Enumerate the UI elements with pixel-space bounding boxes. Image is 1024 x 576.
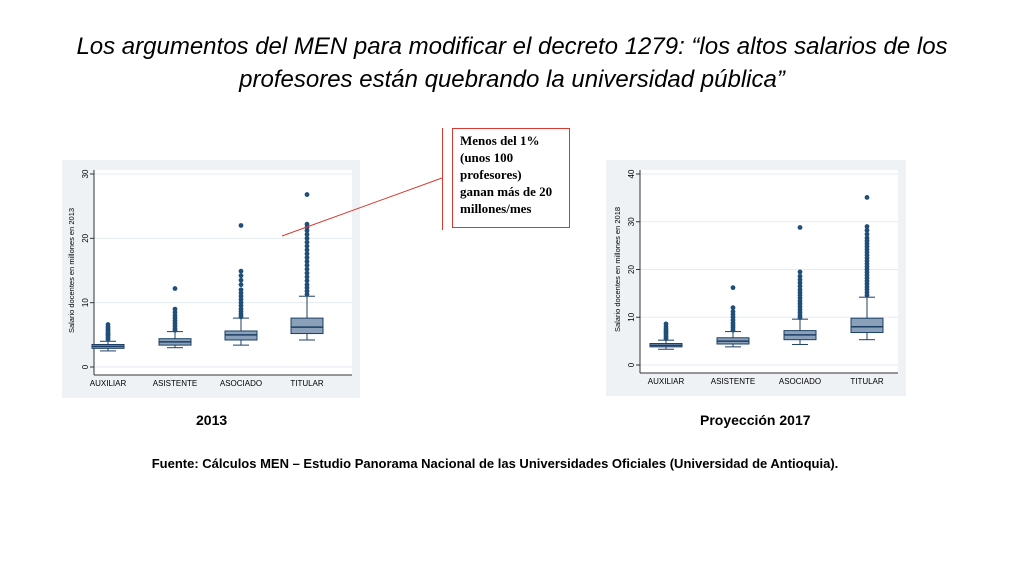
chart-caption-2017: Proyección 2017 xyxy=(700,412,811,428)
y-tick-label: 0 xyxy=(81,364,90,369)
outlier-point xyxy=(797,273,803,279)
x-tick-label: TITULAR xyxy=(850,377,884,386)
outlier-point xyxy=(238,223,244,228)
outlier-point xyxy=(730,309,736,314)
outlier-point xyxy=(304,274,310,280)
outlier-point xyxy=(304,247,310,253)
outlier-point xyxy=(304,278,310,284)
x-tick-label: ASOCIADO xyxy=(220,379,262,388)
outlier-point xyxy=(304,239,310,245)
y-tick-label: 20 xyxy=(81,233,90,242)
callout-line-2: (unos 100 xyxy=(460,150,514,165)
boxplot-2017: 0 10 20 30 40 Salario docentes en millones en… xyxy=(613,169,898,386)
outlier-point xyxy=(304,270,310,276)
outlier-point xyxy=(238,287,244,293)
outlier-point xyxy=(238,282,244,288)
outlier-point xyxy=(238,273,244,279)
y-tick-label: 10 xyxy=(81,298,90,307)
outlier-point xyxy=(304,262,310,268)
y-axis-label: Salario docentes en millones en 2013 xyxy=(67,208,76,333)
boxplot-2013-panel: 0 10 20 30 Salario docentes en millones en 2… xyxy=(62,160,360,398)
outlier-point xyxy=(864,194,870,200)
x-tick-label: ASISTENTE xyxy=(153,379,197,388)
outlier-point xyxy=(304,221,310,227)
callout-box: Menos del 1% (unos 100 profesores) ganan… xyxy=(452,128,570,228)
outlier-point xyxy=(304,235,310,241)
y-tick-label: 0 xyxy=(627,362,636,367)
outlier-point xyxy=(304,243,310,249)
slide-title: Los argumentos del MEN para modificar el… xyxy=(40,30,984,96)
outlier-point xyxy=(797,269,803,275)
outlier-point xyxy=(304,266,310,272)
outlier-point xyxy=(730,305,736,311)
chart-caption-2013: 2013 xyxy=(196,412,228,428)
plot-area xyxy=(94,170,352,375)
y-tick-label: 40 xyxy=(627,169,636,178)
outlier-point xyxy=(864,235,870,241)
x-tick-label: AUXILIAR xyxy=(90,379,127,388)
plot-area xyxy=(640,170,898,373)
callout-line-1: Menos del 1% xyxy=(460,133,540,148)
boxplot-2017-panel: 0 10 20 30 40 Salario docentes en millones en… xyxy=(606,160,906,396)
x-tick-label: TITULAR xyxy=(290,379,324,388)
outlier-point xyxy=(730,285,736,291)
outlier-point xyxy=(304,282,310,288)
outlier-point xyxy=(304,259,310,264)
outlier-point xyxy=(663,321,669,327)
outlier-point xyxy=(797,225,803,230)
outlier-point xyxy=(172,306,178,312)
callout-connector-vertical xyxy=(442,128,443,230)
x-tick-label: AUXILIAR xyxy=(648,377,685,386)
outlier-point xyxy=(304,255,310,261)
boxplot-2013: 0 10 20 30 Salario docentes en millones en 2… xyxy=(67,169,352,388)
outlier-point xyxy=(864,224,870,229)
outlier-point xyxy=(864,231,870,237)
box-iqr xyxy=(290,317,324,335)
y-tick-label: 30 xyxy=(627,217,636,226)
outlier-point xyxy=(304,251,310,257)
outlier-point xyxy=(304,192,310,197)
outlier-point xyxy=(797,283,803,289)
box-iqr xyxy=(850,317,884,334)
x-tick-label: ASOCIADO xyxy=(779,377,821,386)
outlier-point xyxy=(797,287,803,292)
y-axis-label: Salario docentes en millones en 2018 xyxy=(613,207,622,332)
y-tick-label: 20 xyxy=(627,265,636,274)
outlier-point xyxy=(172,286,178,291)
callout-line-3: profesores) xyxy=(460,167,522,182)
outlier-point xyxy=(105,322,111,327)
slide-title-line-2: profesores están quebrando la universida… xyxy=(239,66,785,93)
y-tick-label: 30 xyxy=(81,169,90,178)
x-tick-label: ASISTENTE xyxy=(711,377,755,386)
outlier-point xyxy=(238,277,244,283)
outlier-point xyxy=(238,268,244,274)
slide-title-line-1: Los argumentos del MEN para modificar el… xyxy=(76,33,948,60)
callout-line-4: ganan más de 20 xyxy=(460,184,553,199)
y-tick-label: 10 xyxy=(627,312,636,321)
outlier-point xyxy=(797,280,803,286)
source-note: Fuente: Cálculos MEN – Estudio Panorama … xyxy=(151,456,839,471)
outlier-point xyxy=(864,227,870,233)
outlier-point xyxy=(797,277,803,282)
callout-line-5: millones/mes xyxy=(460,201,532,216)
